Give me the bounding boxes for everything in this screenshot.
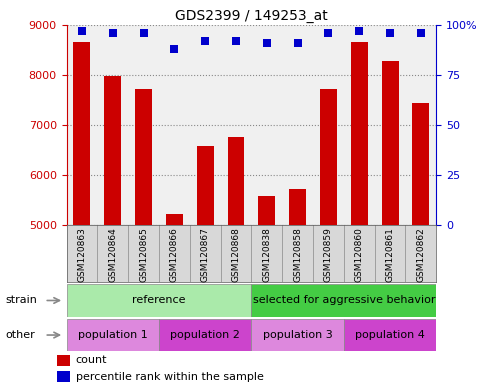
Text: GSM120866: GSM120866: [170, 227, 179, 282]
Title: GDS2399 / 149253_at: GDS2399 / 149253_at: [175, 8, 328, 23]
Text: percentile rank within the sample: percentile rank within the sample: [76, 372, 264, 382]
Text: GSM120862: GSM120862: [417, 227, 425, 282]
Bar: [159, 319, 251, 351]
Bar: [228, 137, 245, 225]
Bar: [67, 319, 159, 351]
Bar: [344, 319, 436, 351]
Text: GSM120864: GSM120864: [108, 227, 117, 282]
Bar: [289, 189, 306, 225]
Bar: [251, 284, 436, 317]
Bar: [320, 89, 337, 225]
Bar: [57, 371, 70, 382]
Text: GSM120867: GSM120867: [201, 227, 210, 282]
Text: population 2: population 2: [170, 330, 240, 340]
Bar: [73, 43, 90, 225]
Point: [109, 30, 117, 36]
Bar: [251, 319, 344, 351]
Text: population 1: population 1: [78, 330, 147, 340]
Bar: [351, 43, 368, 225]
Text: GSM120858: GSM120858: [293, 227, 302, 282]
Text: population 3: population 3: [263, 330, 332, 340]
Bar: [197, 146, 213, 225]
Text: reference: reference: [132, 295, 186, 306]
Bar: [166, 214, 183, 225]
Text: GSM120865: GSM120865: [139, 227, 148, 282]
Text: selected for aggressive behavior: selected for aggressive behavior: [252, 295, 435, 306]
Point: [263, 40, 271, 46]
Point: [386, 30, 394, 36]
Text: GSM120860: GSM120860: [355, 227, 364, 282]
Text: GSM120859: GSM120859: [324, 227, 333, 282]
Text: GSM120861: GSM120861: [386, 227, 394, 282]
Point: [78, 28, 86, 34]
Bar: [105, 76, 121, 225]
Text: GSM120863: GSM120863: [77, 227, 86, 282]
Point: [417, 30, 425, 36]
Point: [294, 40, 302, 46]
Point: [140, 30, 147, 36]
Bar: [57, 355, 70, 366]
Bar: [413, 103, 429, 225]
Point: [355, 28, 363, 34]
Text: other: other: [5, 330, 35, 340]
Text: count: count: [76, 356, 107, 366]
Bar: [258, 196, 275, 225]
Bar: [135, 89, 152, 225]
Text: strain: strain: [5, 295, 37, 306]
Text: GSM120868: GSM120868: [232, 227, 241, 282]
Bar: [382, 61, 398, 225]
Point: [232, 38, 240, 44]
Text: GSM120838: GSM120838: [262, 227, 271, 282]
Point: [171, 46, 178, 52]
Point: [201, 38, 209, 44]
Text: population 4: population 4: [355, 330, 425, 340]
Bar: [67, 284, 251, 317]
Point: [324, 30, 332, 36]
